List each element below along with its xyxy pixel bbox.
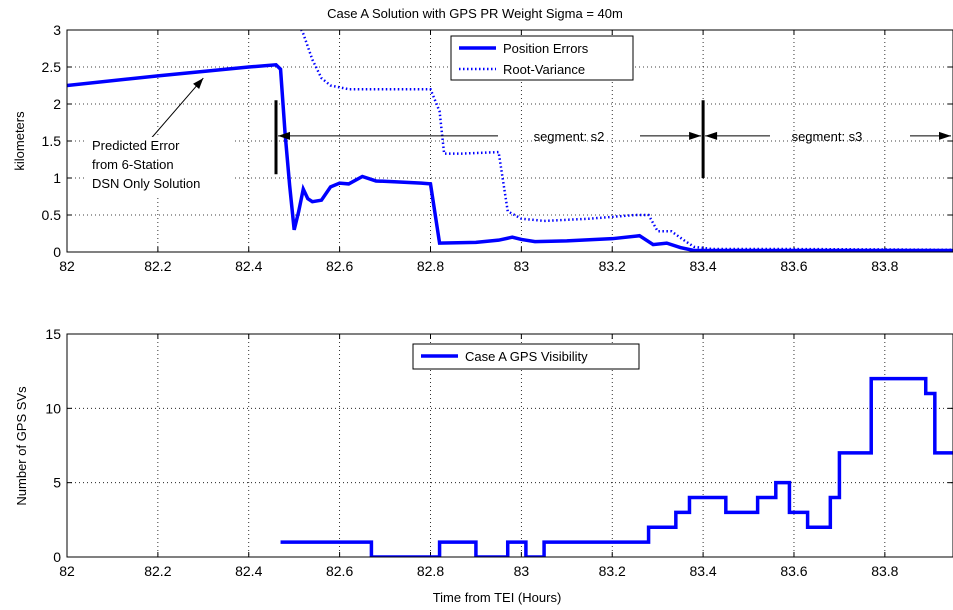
top-x-tick-label: 82.4 bbox=[235, 258, 262, 274]
top-y-axis-label: kilometers bbox=[12, 111, 27, 171]
bottom-x-tick-label: 82 bbox=[59, 563, 75, 579]
bottom-plot-frame bbox=[66, 333, 953, 558]
bottom-y-axis-label: Number of GPS SVs bbox=[14, 386, 29, 506]
top-x-tick-label: 83.4 bbox=[689, 258, 716, 274]
predicted-error-arrowhead bbox=[193, 78, 204, 90]
top-y-tick-label: 0.5 bbox=[42, 207, 62, 223]
top-legend: Position Errors Root-Variance bbox=[450, 35, 634, 81]
segment-s2-arrowhead-left bbox=[278, 131, 291, 140]
bottom-y-tick-label: 10 bbox=[45, 400, 61, 416]
bottom-y-tick-label: 15 bbox=[45, 326, 61, 342]
segment-s3-label: segment: s3 bbox=[792, 129, 863, 144]
top-annotations: segment: s2 segment: s3 Predicted Error … bbox=[84, 77, 951, 195]
predicted-error-line-3: DSN Only Solution bbox=[92, 176, 200, 191]
top-plot-frame bbox=[66, 29, 953, 253]
top-grid bbox=[66, 29, 953, 253]
bottom-x-tick-label: 83.4 bbox=[689, 563, 716, 579]
segment-s3-arrowhead-right bbox=[939, 131, 951, 140]
legend-label-root-variance: Root-Variance bbox=[503, 62, 585, 77]
legend-label-gps-visibility: Case A GPS Visibility bbox=[465, 349, 588, 364]
bottom-y-tick-label: 5 bbox=[53, 475, 61, 491]
bottom-plot-area bbox=[67, 334, 953, 557]
bottom-x-tick-label: 82.2 bbox=[144, 563, 171, 579]
bottom-x-axis-label: Time from TEI (Hours) bbox=[433, 590, 562, 605]
top-y-tick-label: 2 bbox=[53, 96, 61, 112]
top-x-tick-label: 82.8 bbox=[417, 258, 444, 274]
top-tick-labels: 82 82.2 82.4 82.6 82.8 83 83.2 83.4 83.6 83.8 0 0.5… bbox=[42, 22, 899, 274]
top-x-tick-label: 83.6 bbox=[780, 258, 807, 274]
bottom-x-tick-label: 82.6 bbox=[326, 563, 353, 579]
top-x-tick-label: 82.6 bbox=[326, 258, 353, 274]
top-chart-title: Case A Solution with GPS PR Weight Sigma… bbox=[327, 6, 623, 21]
predicted-error-line-2: from 6-Station bbox=[92, 157, 174, 172]
bottom-legend: Case A GPS Visibility bbox=[412, 343, 640, 370]
top-y-tick-label: 1.5 bbox=[42, 133, 62, 149]
top-series-group bbox=[67, 30, 953, 252]
bottom-x-tick-label: 83 bbox=[514, 563, 530, 579]
bottom-chart: 82 82.2 82.4 82.6 82.8 83 83.2 83.4 83.6 83.8 0 5 10… bbox=[14, 326, 953, 605]
bottom-x-tick-label: 83.8 bbox=[871, 563, 898, 579]
bottom-series-case-a-gps-visibility bbox=[280, 376, 953, 557]
predicted-error-label-bg bbox=[84, 137, 234, 195]
top-x-tick-label: 82 bbox=[59, 258, 75, 274]
top-series-position-errors bbox=[67, 62, 953, 252]
top-x-tick-label: 83.8 bbox=[871, 258, 898, 274]
top-chart: Case A Solution with GPS PR Weight Sigma… bbox=[12, 6, 953, 274]
top-y-tick-label: 1 bbox=[53, 170, 61, 186]
top-y-tick-label: 0 bbox=[53, 244, 61, 260]
bottom-x-tick-label: 83.6 bbox=[780, 563, 807, 579]
bottom-series-group bbox=[280, 376, 953, 557]
predicted-error-line-1: Predicted Error bbox=[92, 138, 180, 153]
segment-s3-arrowhead-left bbox=[705, 131, 718, 140]
top-y-tick-label: 3 bbox=[53, 22, 61, 38]
bottom-tick-labels: 82 82.2 82.4 82.6 82.8 83 83.2 83.4 83.6 83.8 0 5 10… bbox=[45, 326, 898, 579]
top-x-tick-label: 83 bbox=[514, 258, 530, 274]
legend-label-position-errors: Position Errors bbox=[503, 41, 589, 56]
top-x-tick-label: 82.2 bbox=[144, 258, 171, 274]
bottom-x-tick-label: 82.4 bbox=[235, 563, 262, 579]
top-y-tick-label: 2.5 bbox=[42, 59, 62, 75]
predicted-error-pointer bbox=[147, 77, 204, 143]
segment-s2-label: segment: s2 bbox=[534, 129, 605, 144]
bottom-x-tick-label: 82.8 bbox=[417, 563, 444, 579]
bottom-y-tick-label: 0 bbox=[53, 549, 61, 565]
top-legend-box bbox=[450, 35, 634, 81]
top-x-tick-label: 83.2 bbox=[599, 258, 626, 274]
bottom-x-tick-label: 83.2 bbox=[599, 563, 626, 579]
segment-s2-arrowhead-right bbox=[689, 131, 702, 140]
